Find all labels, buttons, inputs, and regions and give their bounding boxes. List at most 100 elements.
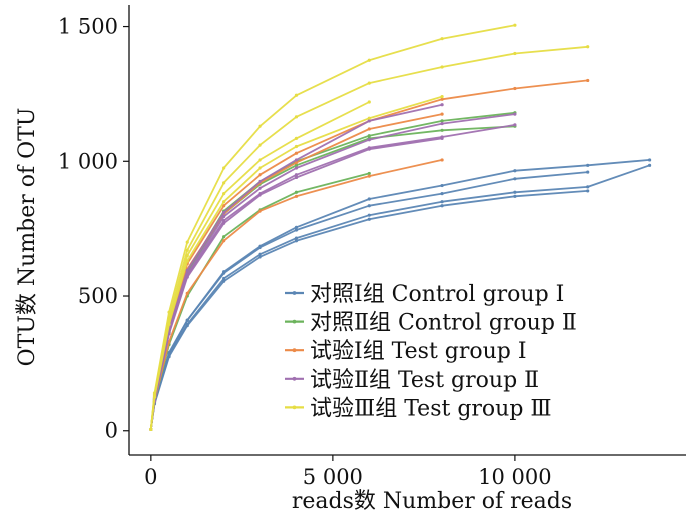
data-point xyxy=(586,185,590,189)
data-point xyxy=(294,163,299,167)
legend-swatch-point xyxy=(292,291,297,295)
data-point xyxy=(586,163,590,167)
data-point xyxy=(149,427,153,432)
data-point xyxy=(367,119,371,123)
data-point xyxy=(167,355,171,359)
x-tick-label: 0 xyxy=(144,465,157,489)
y-tick-label: 500 xyxy=(78,284,118,308)
legend-label: 对照Ⅰ组 Control group Ⅰ xyxy=(310,282,564,307)
legend-label: 试验Ⅰ组 Test group Ⅰ xyxy=(310,339,527,364)
data-point xyxy=(294,173,299,177)
data-point xyxy=(440,95,444,99)
data-point xyxy=(513,190,517,194)
data-point xyxy=(222,239,226,243)
data-point xyxy=(222,279,226,283)
data-point xyxy=(222,276,226,281)
data-point xyxy=(185,259,189,263)
y-tick-label: 1 500 xyxy=(58,15,118,39)
data-point xyxy=(367,138,371,142)
data-point xyxy=(586,78,590,83)
data-point xyxy=(513,51,517,56)
data-point xyxy=(258,193,262,197)
data-point xyxy=(367,100,371,104)
x-ticks: 0 5 000 10 000 xyxy=(144,455,552,489)
data-point xyxy=(440,183,444,188)
data-point xyxy=(294,166,299,170)
y-axis-title: OTU数 Number of OTU xyxy=(15,108,40,367)
data-point xyxy=(440,37,444,41)
data-point xyxy=(294,144,299,149)
data-point xyxy=(185,324,189,328)
data-point xyxy=(367,58,371,62)
data-point xyxy=(586,170,590,174)
data-point xyxy=(440,128,444,132)
legend: 对照Ⅰ组 Control group Ⅰ 对照Ⅱ组 Control group Ⅱ… xyxy=(285,282,577,421)
data-point xyxy=(294,175,299,180)
data-point xyxy=(367,171,371,176)
data-point xyxy=(647,158,652,162)
data-point xyxy=(440,112,444,116)
data-point xyxy=(440,97,444,101)
data-point xyxy=(367,213,371,217)
legend-label: 对照Ⅱ组 Control group Ⅱ xyxy=(310,311,577,336)
y-tick-label: 0 xyxy=(105,419,118,443)
data-point xyxy=(294,136,299,140)
data-point xyxy=(513,177,517,181)
x-axis-title: reads数 Number of reads xyxy=(292,489,572,514)
data-point xyxy=(185,318,189,322)
data-point xyxy=(258,166,262,170)
data-point xyxy=(367,197,371,201)
data-point xyxy=(513,169,517,173)
legend-swatch-point xyxy=(292,405,297,410)
x-tick-label: 10 000 xyxy=(478,465,551,489)
data-point xyxy=(294,228,299,232)
legend-swatch-point xyxy=(292,348,297,353)
data-point xyxy=(222,200,226,204)
data-point xyxy=(440,204,444,208)
data-point xyxy=(440,103,444,107)
legend-label: 试验Ⅱ组 Test group Ⅱ xyxy=(310,368,539,393)
data-point xyxy=(513,123,517,127)
data-point xyxy=(586,189,590,193)
y-tick-label: 1 000 xyxy=(58,149,118,173)
data-point xyxy=(222,214,226,219)
data-point xyxy=(222,235,226,239)
data-point xyxy=(294,158,299,162)
data-point xyxy=(294,190,299,194)
data-point xyxy=(258,173,262,177)
data-point xyxy=(258,158,262,162)
data-point xyxy=(152,395,157,399)
data-point xyxy=(185,291,189,295)
data-point xyxy=(367,174,371,178)
data-point xyxy=(513,112,517,116)
data-point xyxy=(440,119,444,123)
data-point xyxy=(258,186,262,190)
data-point xyxy=(167,332,171,336)
legend-swatch-point xyxy=(292,319,297,324)
data-point xyxy=(513,23,517,27)
data-point xyxy=(294,225,299,229)
data-point xyxy=(258,209,262,213)
data-point xyxy=(440,136,444,140)
data-point xyxy=(222,271,226,275)
data-point xyxy=(258,143,262,147)
data-point xyxy=(294,239,299,243)
data-point xyxy=(294,236,299,240)
data-point xyxy=(440,65,444,69)
data-point xyxy=(222,204,226,208)
data-point xyxy=(440,158,444,162)
data-point xyxy=(647,163,652,167)
data-point xyxy=(367,81,371,85)
data-point xyxy=(367,134,371,138)
data-point xyxy=(185,248,189,252)
y-ticks: 0 500 1 000 1 500 xyxy=(58,15,129,443)
x-tick-label: 5 000 xyxy=(303,465,363,489)
data-point xyxy=(258,179,262,184)
data-point xyxy=(367,204,371,208)
legend-swatch-point xyxy=(292,376,297,381)
data-point xyxy=(440,200,444,204)
data-point xyxy=(440,192,444,196)
data-point xyxy=(294,161,299,165)
data-point xyxy=(258,252,262,256)
data-point xyxy=(167,322,171,326)
